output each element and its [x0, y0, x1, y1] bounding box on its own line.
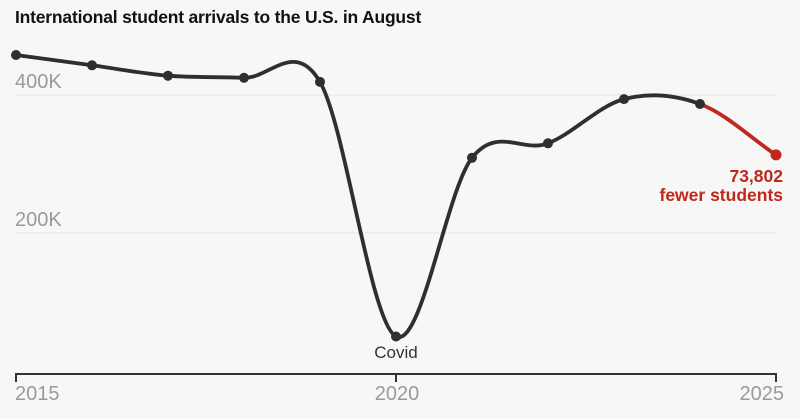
data-point-dot — [391, 331, 401, 342]
x-axis-tick-label-2015: 2015 — [15, 383, 60, 405]
y-axis-tick-label-200k: 200K — [15, 209, 62, 231]
covid-annotation-label: Covid — [374, 343, 418, 362]
data-point-dot — [543, 138, 553, 149]
x-axis-tick-label-2020: 2020 — [374, 383, 420, 405]
data-point-dot — [467, 152, 477, 163]
data-point-dot — [239, 72, 249, 83]
x-axis-tick-label-2025: 2025 — [739, 383, 785, 405]
y-axis-tick-label-400k: 400K — [15, 71, 62, 93]
decline-annotation: 73,802 fewer students — [660, 167, 784, 205]
data-point-dot — [163, 70, 173, 81]
decline-segment-line — [698, 102, 778, 157]
chart-title: International student arrivals to the U.… — [15, 7, 422, 27]
decline-annotation-text: fewer students — [659, 185, 784, 205]
arrivals-trend-line — [14, 53, 702, 339]
data-point-dot — [695, 99, 705, 109]
endpoint-dot-2025 — [770, 149, 782, 161]
data-point-dot — [619, 94, 629, 105]
decline-annotation-value: 73,802 — [729, 166, 783, 186]
data-point-dot — [315, 76, 325, 87]
data-point-dot — [87, 60, 97, 71]
data-point-dot — [11, 50, 21, 60]
